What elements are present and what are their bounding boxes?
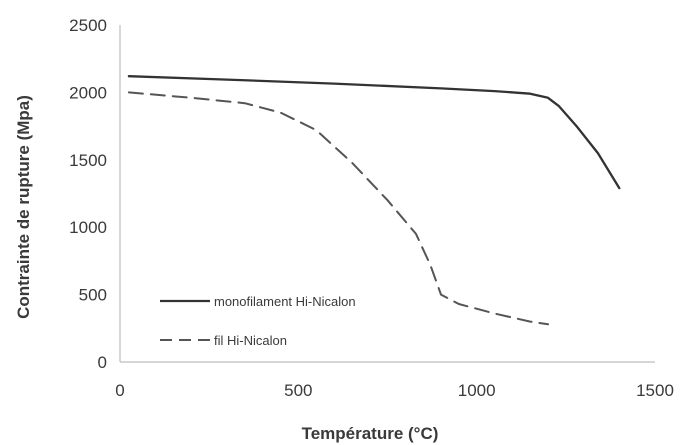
series-line-1	[127, 75, 621, 190]
series-layer	[127, 75, 621, 326]
y-tick-label: 2000	[69, 83, 107, 102]
axes: 0 500 1000 1500 2000 2500 0 500 1000 1500 Températ…	[14, 16, 674, 443]
x-axis-title: Température (°C)	[302, 424, 439, 443]
x-tick-label: 0	[115, 381, 124, 400]
y-axis-title: Contrainte de rupture (Mpa)	[14, 95, 33, 319]
y-tick-label: 1000	[69, 218, 107, 237]
x-tick-label: 1000	[458, 381, 496, 400]
y-tick-label: 0	[98, 353, 107, 372]
legend-label-1: monofilament Hi-Nicalon	[214, 294, 356, 309]
legend-label-2: fil Hi-Nicalon	[214, 333, 287, 348]
y-tick-label: 2500	[69, 16, 107, 35]
y-tick-label: 1500	[69, 151, 107, 170]
legend: monofilament Hi-Nicalon fil Hi-Nicalon	[160, 294, 356, 348]
series-line-2	[127, 91, 549, 326]
x-tick-label: 500	[284, 381, 312, 400]
x-tick-label: 1500	[636, 381, 674, 400]
y-tick-label: 500	[79, 286, 107, 305]
